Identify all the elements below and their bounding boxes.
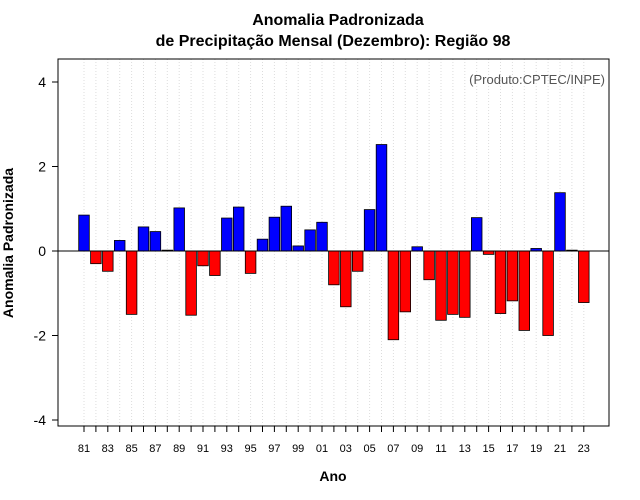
bar-03 [340,250,352,308]
bar-16 [494,250,507,314]
bar-00 [304,229,316,252]
bar-85 [125,250,138,315]
y-tick-label: 0 [38,243,46,259]
bar-15 [482,250,495,255]
bar-94 [232,206,245,252]
x-tick-label: 19 [530,443,542,455]
bar-17 [506,250,519,302]
bar-86 [137,226,150,252]
y-tick-label: 2 [38,159,46,175]
bar-06 [375,144,388,252]
x-axis-title: Ano [319,468,346,484]
bar-93 [221,217,233,252]
bar-84 [114,240,126,252]
bar-87 [149,231,162,252]
y-axis-title: Anomalia Padronizada [0,168,16,318]
bar-82 [90,250,102,265]
x-tick-label: 09 [411,443,423,455]
x-tick-label: 91 [197,443,209,455]
x-tick-label: 01 [316,443,328,455]
bar-14 [470,217,483,252]
bar-series [78,144,590,341]
y-axis: -4 -2 0 2 4 [34,74,58,428]
source-credit: (Produto:CPTEC/INPE) [469,72,605,87]
chart-title: Anomalia Padronizada [252,12,424,29]
x-tick-label: 21 [554,443,566,455]
bar-81 [78,214,90,252]
bar-89 [173,207,185,252]
bar-07 [387,250,400,341]
bar-98 [280,205,293,252]
bar-95 [244,250,257,274]
y-tick-label: -4 [34,412,47,428]
bar-12 [447,250,459,315]
bar-08 [399,250,412,313]
x-tick-label: 17 [506,443,518,455]
chart-subtitle: de Precipitação Mensal (Dezembro): Regiã… [156,33,511,50]
x-tick-label: 85 [125,443,137,455]
x-tick-label: 11 [435,443,446,455]
bar-10 [423,250,435,281]
x-tick-label: 83 [102,443,114,455]
x-tick-label: 23 [578,443,590,455]
bar-05 [363,209,376,252]
bar-83 [102,250,114,272]
x-tick-label: 95 [244,443,256,455]
bar-23 [578,250,590,303]
bar-02 [328,250,340,286]
y-tick-label: 4 [38,74,46,90]
x-tick-label: 07 [387,443,399,455]
bar-96 [256,238,269,252]
bar-11 [435,250,447,321]
x-tick-label: 93 [221,443,233,455]
bar-92 [209,250,221,276]
x-tick-label: 13 [459,443,471,455]
x-tick-label: 89 [173,443,185,455]
x-tick-label: 97 [268,443,280,455]
x-tick-label: 99 [292,443,304,455]
bar-13 [459,250,471,318]
bar-90 [185,250,197,316]
bar-20 [542,250,554,336]
x-axis: 81 83 85 87 89 91 93 95 97 99 01 03 05 07 09 11 13 15 17 19… [78,426,590,455]
bar-04 [351,250,364,272]
y-tick-label: -2 [34,328,47,344]
bar-09 [411,246,423,252]
x-tick-label: 81 [78,443,90,455]
bar-99 [292,245,304,252]
bar-21 [554,192,566,252]
x-tick-label: 87 [149,443,161,455]
x-tick-label: 03 [340,443,352,455]
x-tick-label: 15 [482,443,494,455]
bar-01 [316,221,328,252]
bar-18 [518,250,531,331]
bar-91 [197,250,209,267]
bar-97 [268,216,281,252]
x-tick-label: 05 [363,443,375,455]
